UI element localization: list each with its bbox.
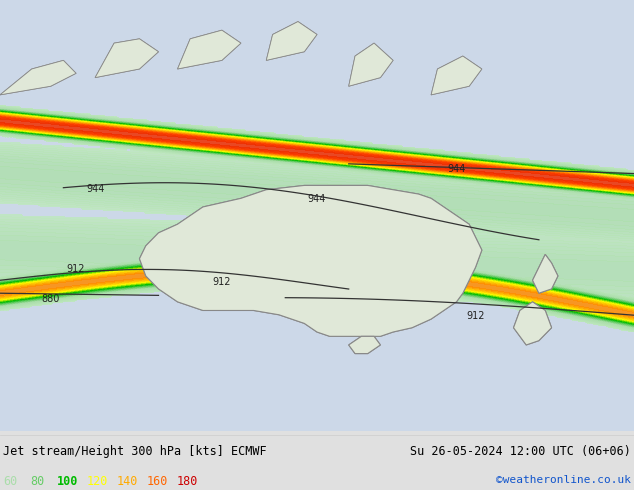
- Polygon shape: [266, 22, 317, 60]
- Polygon shape: [514, 302, 552, 345]
- Text: 120: 120: [87, 475, 108, 488]
- Polygon shape: [178, 30, 241, 69]
- Polygon shape: [0, 0, 634, 431]
- Polygon shape: [178, 30, 241, 69]
- Polygon shape: [431, 56, 482, 95]
- Text: 944: 944: [308, 195, 326, 204]
- Text: Su 26-05-2024 12:00 UTC (06+06): Su 26-05-2024 12:00 UTC (06+06): [410, 445, 631, 458]
- Text: 80: 80: [30, 475, 44, 488]
- Text: 100: 100: [57, 475, 79, 488]
- Polygon shape: [266, 22, 317, 60]
- Text: 160: 160: [147, 475, 169, 488]
- Polygon shape: [349, 43, 393, 86]
- Text: 180: 180: [177, 475, 198, 488]
- Polygon shape: [514, 302, 552, 345]
- Text: 880: 880: [42, 294, 60, 304]
- Text: ©weatheronline.co.uk: ©weatheronline.co.uk: [496, 475, 631, 485]
- Text: 944: 944: [448, 165, 465, 174]
- Polygon shape: [0, 60, 76, 95]
- Polygon shape: [139, 185, 482, 336]
- Polygon shape: [349, 43, 393, 86]
- Polygon shape: [533, 254, 558, 293]
- Text: 912: 912: [466, 311, 485, 321]
- Text: 944: 944: [86, 184, 104, 194]
- Text: 140: 140: [117, 475, 138, 488]
- Text: 912: 912: [212, 276, 231, 287]
- Polygon shape: [95, 39, 158, 77]
- Polygon shape: [95, 39, 158, 77]
- Polygon shape: [431, 56, 482, 95]
- Text: 912: 912: [67, 264, 86, 273]
- Polygon shape: [349, 336, 380, 354]
- Text: 60: 60: [3, 475, 17, 488]
- Polygon shape: [139, 185, 482, 336]
- Polygon shape: [349, 336, 380, 354]
- Polygon shape: [0, 60, 76, 95]
- Polygon shape: [533, 254, 558, 293]
- Text: Jet stream/Height 300 hPa [kts] ECMWF: Jet stream/Height 300 hPa [kts] ECMWF: [3, 445, 267, 458]
